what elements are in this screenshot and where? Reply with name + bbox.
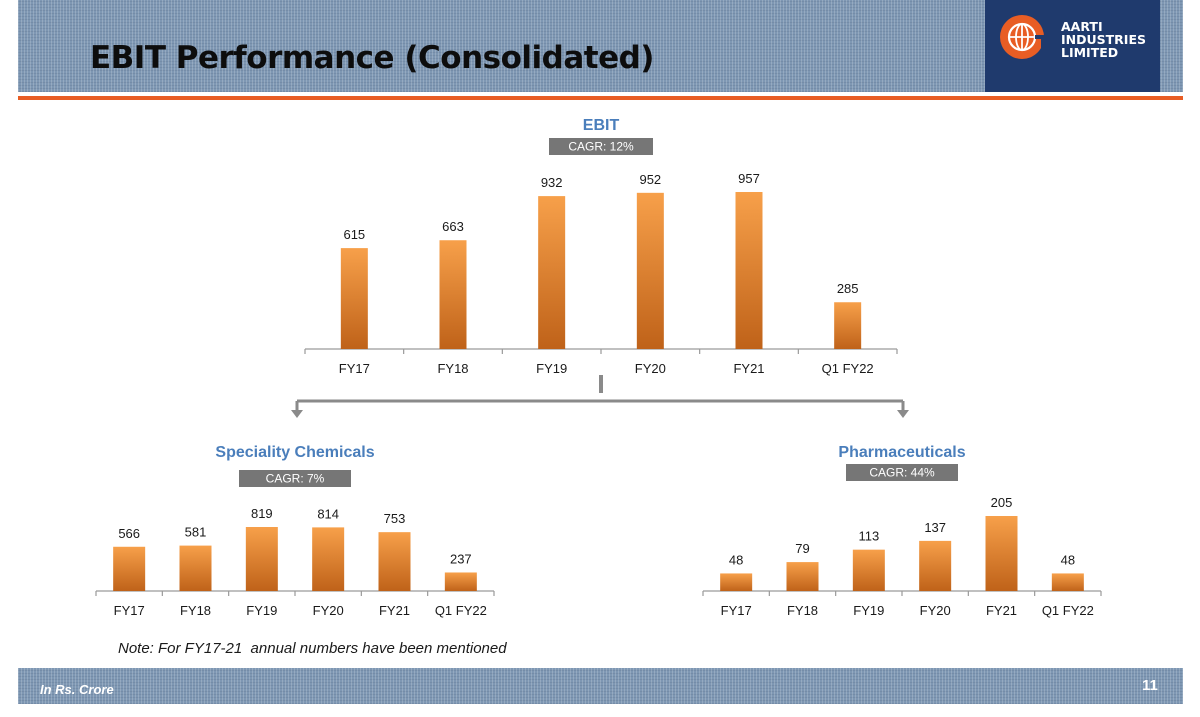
ebit-cagr-badge [549, 138, 653, 155]
ebit-bar-fy18 [439, 240, 467, 349]
ebit-chart: EBIT CAGR: 12% 615 FY17 663 FY18 932 FY19 952 FY2… [304, 117, 898, 376]
speciality-chart: Speciality Chemicals CAGR: 7% 566 FY17 581 FY… [95, 444, 495, 618]
ebit-bar-q1-fy22 [834, 302, 862, 349]
speciality-data-label: 753 [384, 511, 406, 526]
ebit-category-label: FY17 [339, 361, 370, 376]
arrow-left-icon [291, 410, 303, 418]
speciality-bar-fy17 [113, 546, 146, 591]
pharma-chart: Pharmaceuticals CAGR: 44% 48 FY17 79 FY18 113 F… [702, 444, 1102, 618]
pharma-data-label: 137 [924, 520, 946, 535]
speciality-bar-fy19 [245, 527, 278, 591]
ebit-bar-fy20 [636, 192, 664, 349]
pharma-data-label: 48 [1061, 552, 1075, 567]
orange-divider [18, 96, 1183, 100]
ebit-data-label: 663 [442, 219, 464, 234]
speciality-chart-title: Speciality Chemicals [215, 444, 374, 461]
ebit-category-label: FY18 [437, 361, 468, 376]
pharma-data-label: 113 [858, 529, 879, 544]
connector-stem [599, 375, 603, 393]
speciality-cagr-label: CAGR: 7% [266, 472, 325, 486]
arrow-right-icon [897, 410, 909, 418]
ebit-chart-title: EBIT [583, 117, 620, 134]
pharma-category-label: FY20 [920, 603, 951, 618]
ebit-category-label: FY20 [635, 361, 666, 376]
pharma-chart-title: Pharmaceuticals [838, 444, 965, 461]
speciality-category-label: Q1 FY22 [435, 603, 487, 618]
ebit-category-label: Q1 FY22 [822, 361, 874, 376]
ebit-bar-fy19 [538, 196, 566, 349]
logo-line-2: INDUSTRIES [1061, 32, 1146, 47]
ebit-cagr-label: CAGR: 12% [568, 140, 634, 154]
speciality-data-label: 566 [118, 526, 140, 541]
speciality-data-label: 819 [251, 506, 273, 521]
footer-banner [18, 668, 1183, 704]
speciality-category-label: FY21 [379, 603, 410, 618]
page-number: 11 [1142, 677, 1158, 694]
speciality-bar-fy21 [378, 532, 411, 591]
pharma-category-label: FY17 [721, 603, 752, 618]
ebit-bar-fy17 [340, 248, 368, 349]
speciality-data-label: 814 [317, 506, 339, 521]
speciality-category-label: FY17 [114, 603, 145, 618]
pharma-data-label: 205 [991, 495, 1013, 510]
ebit-category-label: FY21 [733, 361, 764, 376]
ebit-data-label: 957 [738, 171, 760, 186]
footnote: Note: For FY17-21 annual numbers have be… [118, 640, 507, 657]
pharma-data-label: 79 [795, 541, 809, 556]
ebit-category-label: FY19 [536, 361, 567, 376]
pharma-data-label: 48 [729, 552, 743, 567]
logo-globe-icon [1000, 15, 1045, 59]
logo-line-1: AARTI [1061, 19, 1103, 34]
pharma-category-label: Q1 FY22 [1042, 603, 1094, 618]
logo-wordmark: AARTI INDUSTRIES LIMITED [1061, 20, 1146, 59]
pharma-bar-fy21 [985, 516, 1018, 591]
pharma-bar-fy20 [919, 540, 952, 591]
speciality-bar-fy18 [179, 545, 212, 591]
speciality-bar-fy20 [312, 527, 345, 591]
ebit-bar-fy21 [735, 192, 763, 349]
ebit-data-label: 615 [343, 227, 365, 242]
logo-line-3: LIMITED [1061, 45, 1119, 60]
pharma-bar-q1-fy22 [1051, 573, 1084, 591]
pharma-bar-fy19 [852, 549, 885, 591]
pharma-category-label: FY19 [853, 603, 884, 618]
pharma-cagr-label: CAGR: 44% [869, 466, 935, 480]
units-note: In Rs. Crore [40, 682, 114, 697]
ebit-data-label: 952 [639, 172, 661, 187]
pharma-bar-fy17 [720, 573, 753, 591]
speciality-data-label: 237 [450, 551, 472, 566]
pharma-cagr-badge [846, 464, 958, 481]
speciality-cagr-badge [239, 470, 351, 487]
company-logo: AARTI INDUSTRIES LIMITED [985, 0, 1160, 92]
speciality-data-label: 581 [185, 525, 207, 540]
pharma-bar-fy18 [786, 562, 819, 591]
page-title: EBIT Performance (Consolidated) [90, 40, 654, 76]
ebit-data-label: 932 [541, 175, 563, 190]
pharma-category-label: FY21 [986, 603, 1017, 618]
pharma-category-label: FY18 [787, 603, 818, 618]
speciality-category-label: FY20 [313, 603, 344, 618]
speciality-bar-q1-fy22 [444, 572, 477, 591]
speciality-category-label: FY19 [246, 603, 277, 618]
speciality-category-label: FY18 [180, 603, 211, 618]
ebit-data-label: 285 [837, 281, 859, 296]
